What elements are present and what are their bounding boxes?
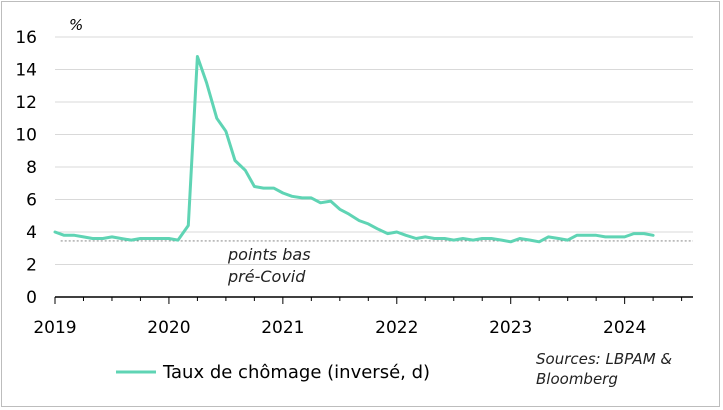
y-tick-label: 6 (26, 191, 37, 211)
y-tick-label: 2 (26, 256, 37, 276)
x-tick-label: 2023 (489, 318, 532, 338)
y-tick-label: 4 (26, 223, 37, 243)
series-line (53, 55, 655, 244)
reference-label-line-2: pré-Covid (227, 267, 306, 286)
x-tick-label: 2021 (261, 318, 304, 338)
legend-label: Taux de chômage (inversé, d) (162, 362, 430, 383)
x-tick-label: 2024 (603, 318, 646, 338)
x-tick-label: 2022 (375, 318, 418, 338)
gridlines (55, 36, 693, 265)
reference-label-line-1: points bas (227, 245, 311, 264)
y-tick-label: 12 (15, 93, 37, 113)
axes: 0 2 4 6 8 10 12 14 16 2019 2020 2021 2022 2023 2024 (15, 28, 693, 338)
y-tick-label: 0 (26, 288, 37, 308)
x-tick-label: 2020 (147, 318, 190, 338)
y-unit-label: % (69, 16, 83, 34)
y-tick-label: 10 (15, 126, 37, 146)
y-tick-label: 16 (15, 28, 37, 48)
y-tick-label: 8 (26, 158, 37, 178)
x-tick-label: 2019 (33, 318, 76, 338)
y-tick-label: 14 (15, 61, 37, 81)
source-line-2: Bloomberg (536, 370, 618, 388)
series-group (53, 55, 655, 244)
source-line-1: Sources: LBPAM & (536, 350, 672, 368)
